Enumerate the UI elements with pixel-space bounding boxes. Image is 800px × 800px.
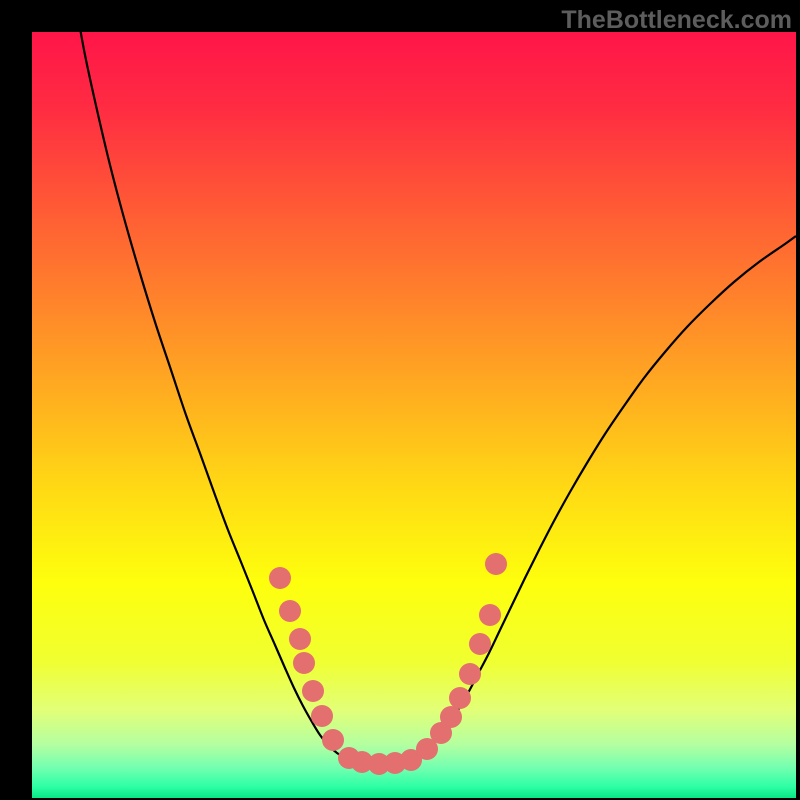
data-point	[279, 600, 301, 622]
data-point	[479, 604, 501, 626]
data-point	[293, 652, 315, 674]
data-point	[440, 706, 462, 728]
chart-frame	[0, 0, 800, 800]
data-point	[302, 680, 324, 702]
data-point	[485, 553, 507, 575]
data-point	[311, 705, 333, 727]
data-point	[459, 663, 481, 685]
data-point	[449, 687, 471, 709]
plot-background	[32, 32, 796, 798]
data-point	[322, 729, 344, 751]
data-point	[289, 628, 311, 650]
watermark-text: TheBottleneck.com	[561, 6, 792, 35]
chart-svg	[0, 0, 800, 800]
data-point	[469, 633, 491, 655]
data-point	[269, 567, 291, 589]
